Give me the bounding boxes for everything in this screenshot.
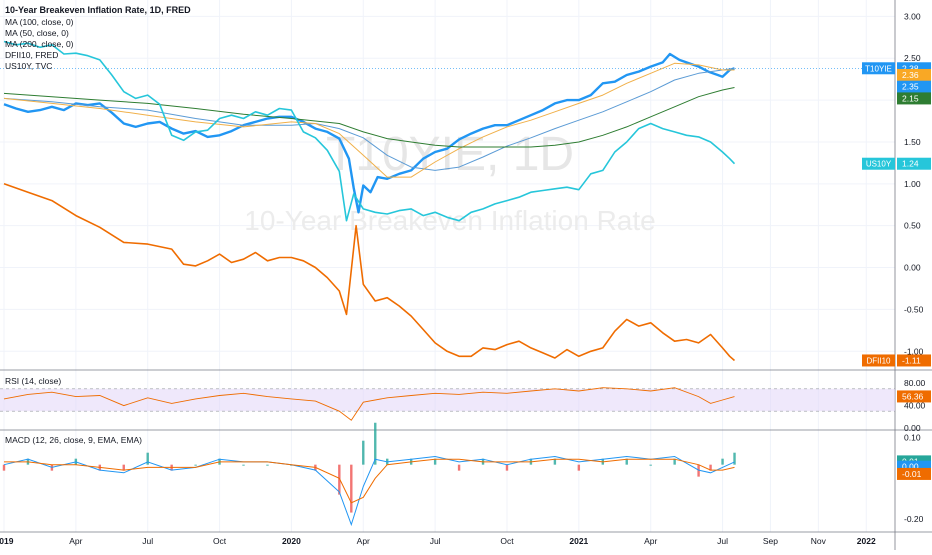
- macd-histogram-bar: [457, 464, 461, 471]
- legend-entry: MA (50, close, 0): [5, 28, 69, 38]
- macd-histogram-bar: [625, 458, 628, 465]
- y-tick-label: 3.00: [904, 11, 921, 21]
- price-value-tag: [897, 68, 931, 81]
- legend-entry: DFII10, FRED: [5, 50, 58, 60]
- x-tick-label: Sep: [763, 536, 778, 546]
- series-line: [3, 40, 736, 222]
- watermark-name: 10-Year Breakeven Inflation Rate: [244, 205, 655, 236]
- macd-histogram-bar: [338, 464, 341, 495]
- x-tick-label: Jul: [430, 536, 441, 546]
- macd-histogram-bar: [709, 464, 712, 471]
- rsi-line: [3, 387, 735, 421]
- macd-histogram-bar: [350, 464, 353, 513]
- x-tick-label: Jul: [142, 536, 153, 546]
- macd-histogram-bar: [266, 464, 269, 466]
- macd-histogram-bar: [733, 452, 736, 465]
- price-value-tag: [897, 92, 931, 105]
- macd-histogram-bar: [2, 464, 6, 471]
- macd-value-tag: [897, 467, 931, 480]
- macd-histogram-bar: [374, 422, 377, 465]
- macd-tick-label: 0.10: [904, 432, 921, 442]
- x-tick-label: Apr: [644, 536, 657, 546]
- series-line: [3, 87, 735, 148]
- x-tick-label: 2021: [569, 536, 588, 546]
- macd-histogram-bar: [122, 464, 125, 471]
- macd-histogram-bar: [146, 452, 149, 465]
- x-tick-label: 2022: [857, 536, 876, 546]
- y-tick-label: 0.00: [904, 263, 921, 273]
- macd-histogram-bar: [721, 458, 724, 465]
- series-line: [3, 183, 736, 362]
- legend-entry: US10Y, TVC: [5, 61, 52, 71]
- signal-line: [4, 458, 735, 504]
- x-tick-label: Apr: [69, 536, 82, 546]
- y-tick-label: 0.50: [904, 221, 921, 231]
- series-name-tag: [862, 157, 895, 170]
- x-tick-label: 2020: [282, 536, 301, 546]
- series-name-tag: [862, 62, 895, 75]
- price-value-tag-text: 2.36: [902, 70, 919, 80]
- series-name-tag-text: T10YIE: [865, 64, 892, 73]
- legend-entry: MA (100, close, 0): [5, 17, 74, 27]
- rsi-tick-label: 0.00: [904, 423, 921, 433]
- legend-entry: MA (200, close, 0): [5, 39, 74, 49]
- y-tick-label: -1.00: [904, 346, 924, 356]
- x-tick-label: 2019: [0, 536, 14, 546]
- series-line: [3, 67, 735, 171]
- y-tick-label: 1.00: [904, 179, 921, 189]
- macd-label: MACD (12, 26, close, 9, EMA, EMA): [5, 435, 142, 445]
- macd-value-tag-text: 0.00: [902, 462, 919, 472]
- x-tick-label: Jul: [717, 536, 728, 546]
- y-tick-label: -0.50: [904, 304, 924, 314]
- price-value-tag-text: 2.38: [902, 63, 919, 73]
- price-value-tag-text: 1.24: [902, 159, 919, 169]
- macd-histogram-bar: [505, 464, 509, 471]
- price-value-tag-text: 2.35: [902, 82, 919, 92]
- x-tick-label: Apr: [357, 536, 370, 546]
- price-value-tag: [897, 354, 931, 367]
- x-tick-label: Nov: [811, 536, 827, 546]
- chart-title: 10-Year Breakeven Inflation Rate, 1D, FR…: [5, 5, 191, 15]
- rsi-label: RSI (14, close): [5, 376, 61, 386]
- macd-histogram-bar: [553, 458, 557, 465]
- macd-histogram-bar: [433, 458, 437, 465]
- macd-histogram-bar: [362, 440, 365, 465]
- rsi-tick-label: 40.00: [904, 401, 926, 411]
- macd-histogram-bar: [697, 464, 700, 477]
- rsi-tick-label: 80.00: [904, 378, 926, 388]
- series-name-tag-text: DFII10: [866, 356, 891, 365]
- price-value-tag: [897, 80, 931, 93]
- macd-histogram-bar: [649, 464, 652, 466]
- rsi-value-tag-text: 56.36: [902, 391, 924, 401]
- series-name-tag-text: US10Y: [866, 160, 892, 169]
- series-line: [3, 52, 735, 214]
- series-name-tag: [862, 354, 895, 367]
- x-tick-label: Oct: [500, 536, 514, 546]
- rsi-value-tag: [897, 390, 931, 403]
- x-tick-label: Oct: [213, 536, 227, 546]
- y-tick-label: 1.50: [904, 137, 921, 147]
- macd-histogram-bar: [242, 464, 245, 466]
- macd-histogram-bar: [577, 464, 581, 471]
- price-value-tag-text: -1.11: [902, 355, 921, 365]
- macd-tick-label: -0.20: [904, 514, 924, 524]
- y-tick-label: 2.50: [904, 53, 921, 63]
- price-value-tag-text: 2.15: [902, 93, 919, 103]
- series-line: [3, 62, 735, 178]
- macd-histogram-bar: [673, 458, 676, 465]
- macd-histogram-bar: [194, 464, 197, 466]
- macd-value-tag-text: -0.01: [902, 469, 922, 479]
- rsi-band: [0, 388, 895, 412]
- price-value-tag: [897, 157, 931, 170]
- macd-line: [3, 455, 735, 527]
